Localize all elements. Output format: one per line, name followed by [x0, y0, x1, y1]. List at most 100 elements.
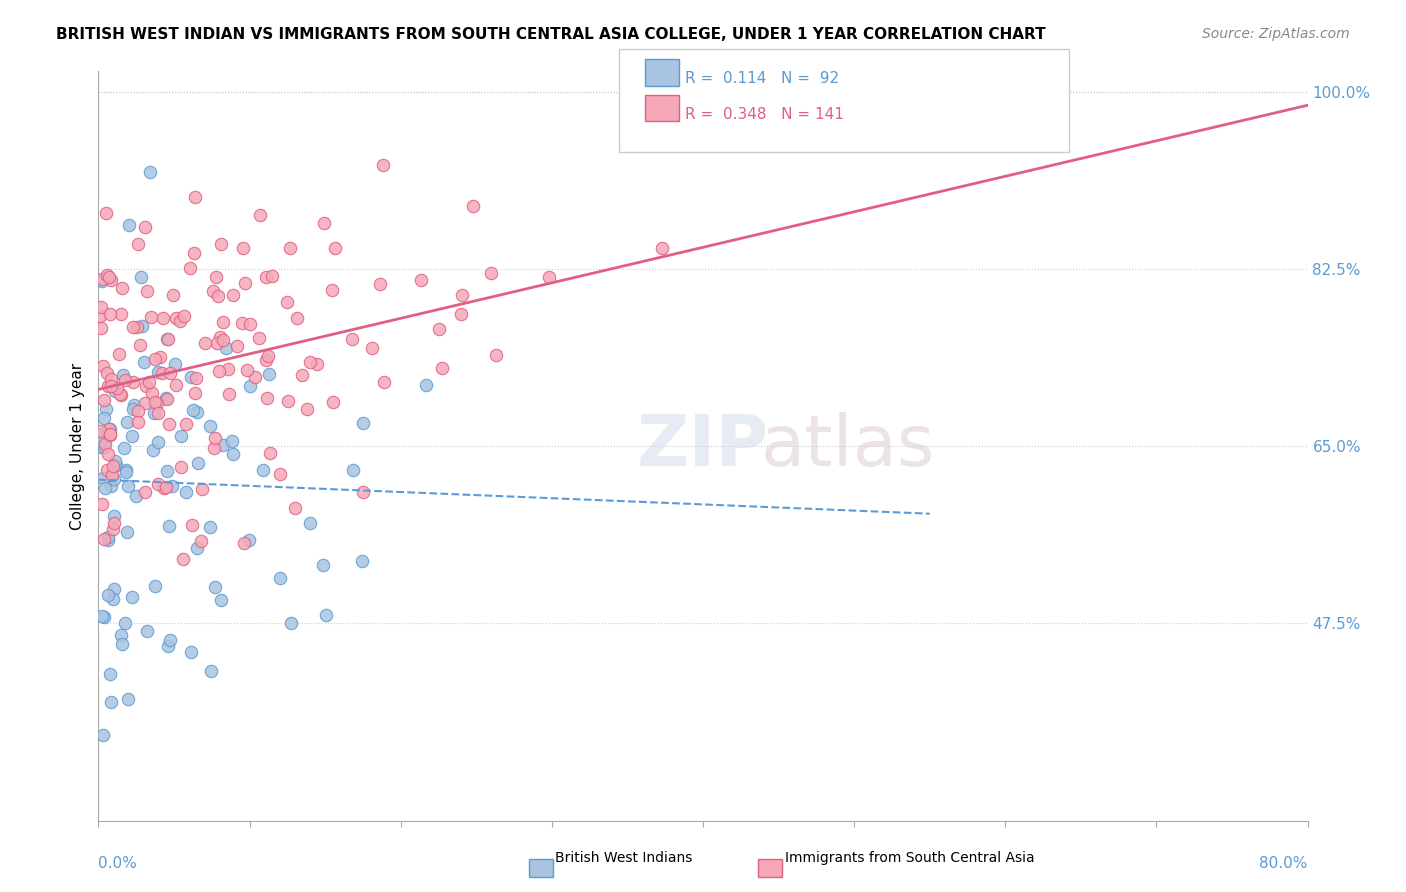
Point [124, 489, 146, 503]
Point [342, 332, 364, 346]
Point [235, 276, 257, 290]
Point [373, 158, 395, 172]
Point [159, 633, 181, 648]
Point [146, 476, 169, 491]
Point [415, 377, 437, 392]
Point [146, 396, 169, 410]
Point [149, 350, 172, 364]
Point [202, 441, 225, 455]
Point [100, 372, 122, 386]
Point [157, 417, 180, 432]
Point [121, 429, 143, 443]
Point [165, 311, 187, 326]
Point [122, 401, 145, 416]
Point [103, 522, 125, 536]
Point [129, 338, 152, 352]
Point [156, 392, 179, 406]
Point [98, 422, 121, 436]
Point [94, 437, 117, 451]
Point [222, 447, 245, 461]
Text: Source: ZipAtlas.com: Source: ZipAtlas.com [1202, 27, 1350, 41]
Point [373, 375, 395, 389]
Point [291, 368, 314, 382]
Text: BRITISH WEST INDIAN VS IMMIGRANTS FROM SOUTH CENTRAL ASIA COLLEGE, UNDER 1 YEAR : BRITISH WEST INDIAN VS IMMIGRANTS FROM S… [56, 27, 1046, 42]
Point [295, 402, 318, 417]
Point [111, 637, 134, 651]
Point [243, 370, 266, 384]
Point [280, 616, 302, 631]
Point [94, 206, 117, 220]
Point [207, 289, 229, 303]
Point [160, 479, 183, 493]
Point [312, 216, 335, 230]
Point [186, 405, 208, 419]
Point [204, 580, 226, 594]
Point [186, 541, 208, 555]
Point [97, 588, 120, 602]
Point [98, 269, 121, 284]
Point [180, 370, 202, 384]
Point [186, 371, 208, 385]
Point [150, 366, 173, 380]
Point [98, 667, 121, 681]
Point [103, 582, 125, 597]
Point [100, 695, 122, 709]
Text: ZIP: ZIP [637, 411, 769, 481]
Point [96, 463, 118, 477]
Point [284, 501, 307, 516]
Point [121, 590, 143, 604]
Point [256, 353, 278, 368]
Point [194, 336, 217, 351]
Point [430, 360, 453, 375]
Point [100, 307, 122, 321]
Point [247, 331, 270, 345]
Point [238, 533, 260, 547]
Point [90, 320, 112, 334]
Point [93, 393, 115, 408]
Point [90, 272, 112, 286]
Point [100, 378, 122, 392]
Point [94, 481, 117, 495]
Point [155, 480, 177, 494]
Point [142, 406, 165, 420]
Point [323, 241, 346, 255]
Point [190, 534, 212, 549]
Point [129, 269, 152, 284]
Point [89, 434, 111, 449]
Point [215, 342, 238, 356]
Point [97, 533, 120, 548]
Point [159, 366, 181, 380]
Point [173, 309, 195, 323]
Point [187, 457, 209, 471]
Point [169, 313, 191, 327]
Point [181, 518, 204, 533]
Point [165, 377, 187, 392]
Point [104, 453, 127, 467]
Point [93, 359, 115, 374]
Point [170, 459, 193, 474]
Point [299, 354, 322, 368]
Point [165, 357, 187, 371]
Point [305, 357, 328, 371]
Point [127, 403, 149, 417]
Point [191, 483, 214, 497]
Point [131, 319, 153, 334]
Point [89, 424, 111, 438]
Point [100, 273, 122, 287]
Point [148, 434, 170, 449]
Point [138, 376, 160, 390]
Y-axis label: College, Under 1 year: College, Under 1 year [69, 362, 84, 530]
Point [252, 463, 274, 477]
Point [117, 692, 139, 706]
Point [105, 381, 128, 395]
Point [254, 269, 277, 284]
Point [90, 609, 112, 624]
Point [222, 288, 245, 302]
Point [212, 315, 235, 329]
Point [89, 440, 111, 454]
Point [143, 579, 166, 593]
Point [90, 300, 112, 314]
Point [269, 572, 291, 586]
Point [257, 367, 280, 381]
Point [89, 310, 111, 324]
